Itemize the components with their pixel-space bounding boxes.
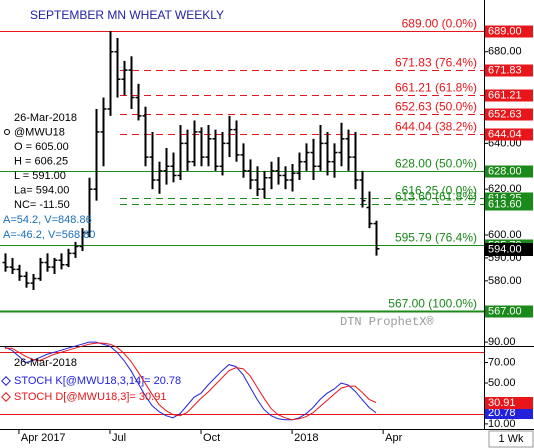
watermark: DTN ProphetX® <box>340 315 434 329</box>
x-tick-label: Apr <box>385 432 402 444</box>
interval-label: 1 Wk <box>498 433 524 445</box>
x-tick-label: Apr 2017 <box>21 432 66 444</box>
fib-box-label: 567.00 <box>488 305 522 317</box>
x-tick-label: Oct <box>203 432 220 444</box>
interval-box <box>488 430 534 448</box>
stoch-y-tick-label: 90.00 <box>488 336 516 348</box>
y-tick-label: 620.00 <box>488 183 522 195</box>
info-line: H = 606.25 <box>14 155 68 167</box>
fib-box <box>485 305 533 318</box>
y-tick-label: 680.00 <box>488 46 522 58</box>
fib-box-label: 628.00 <box>488 165 522 177</box>
fib-label: 652.63 (50.0%) <box>395 100 477 114</box>
x-tick-label: Jul <box>112 432 126 444</box>
fib-box-label: 652.63 <box>488 108 522 120</box>
info-line: La= 594.00 <box>14 184 69 196</box>
legend-entry: STOCH D[@MWU18,3]= 30.91 <box>14 391 166 403</box>
stoch-date: 26-Mar-2018 <box>14 357 77 369</box>
fib-box <box>485 198 533 211</box>
fib-box <box>485 108 533 121</box>
info-line: @MWU18 <box>14 126 65 138</box>
fib-label: 671.83 (76.4%) <box>395 56 477 70</box>
fib-box-label: 689.00 <box>488 25 522 37</box>
x-tick-label: 2018 <box>294 432 318 444</box>
chart-title: SEPTEMBER MN WHEAT WEEKLY <box>30 8 224 22</box>
average-line: A=-46.2, V=568.80 <box>3 229 95 241</box>
fib-label: 613.60 (61.8%) <box>395 190 477 204</box>
y-tick-label: 600.00 <box>488 229 522 241</box>
y-tick-label: 580.00 <box>488 275 522 287</box>
stoch-value-box <box>485 407 533 419</box>
fib-label: 628.00 (50.0%) <box>395 157 477 171</box>
legend-value: 20.78 <box>154 375 182 387</box>
fib-label: 567.00 (100.0%) <box>388 297 477 311</box>
fib-label: 689.00 (0.0%) <box>402 17 477 31</box>
fib-label: 595.79 (76.4%) <box>395 231 477 245</box>
fib-box <box>485 165 533 178</box>
average-line: A=54.2, V=848.86 <box>3 214 92 226</box>
fib-box-label: 613.60 <box>488 198 522 210</box>
legend-name: STOCH D[@MWU18,3]= <box>14 391 136 403</box>
legend-value: 30.91 <box>139 391 167 403</box>
stoch-y-tick-label: 50.00 <box>488 377 516 389</box>
stoch-y-tick-label: 10.00 <box>488 418 516 430</box>
legend-marker <box>1 392 11 402</box>
fib-box <box>485 64 533 77</box>
legend-marker <box>1 376 11 386</box>
last-price-box <box>485 243 533 256</box>
stoch-line <box>4 342 377 421</box>
stoch-value-label: 20.78 <box>488 407 516 419</box>
fib-label: 644.04 (38.2%) <box>395 120 477 134</box>
fib-box-label: 661.21 <box>488 89 522 101</box>
fib-box-label: 671.83 <box>488 64 522 76</box>
legend-name: STOCH K[@MWU18,3,14]= <box>14 375 151 387</box>
info-line: O = 605.00 <box>14 141 69 153</box>
stoch-line <box>4 341 377 421</box>
fib-box-label: 644.04 <box>488 128 522 140</box>
info-line: NC= -11.50 <box>14 199 70 211</box>
stoch-y-tick-label: 70.00 <box>488 356 516 368</box>
stoch-value-box <box>485 397 533 409</box>
fib-label: 616.25 (0.0%) <box>402 184 477 198</box>
stoch-value-label: 30.91 <box>488 397 516 409</box>
legend-entry: STOCH K[@MWU18,3,14]= 20.78 <box>14 375 181 387</box>
info-marker <box>4 129 10 135</box>
last-price-label: 594.00 <box>488 243 522 255</box>
info-line: 26-Mar-2018 <box>14 112 77 124</box>
fib-box <box>485 128 533 141</box>
fib-box <box>485 89 533 102</box>
info-line: L = 591.00 <box>14 170 66 182</box>
fib-box <box>485 25 533 38</box>
fib-label: 661.21 (61.8%) <box>395 81 477 95</box>
